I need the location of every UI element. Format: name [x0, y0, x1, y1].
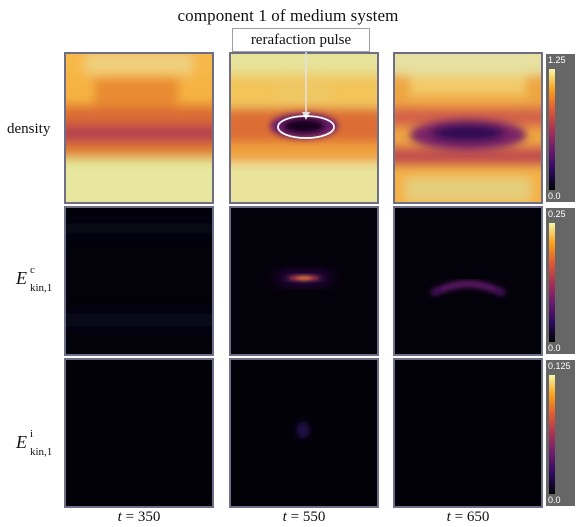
- column-label-t350: t = 350: [64, 508, 214, 526]
- colorbar-min: 0.0: [548, 343, 561, 353]
- colorbar-ekin-i: 0.125 0.0: [546, 360, 575, 506]
- equals-sign: =: [121, 509, 138, 525]
- panel-density-t650: [393, 52, 543, 204]
- panel-ekin-i-t650: [393, 358, 543, 508]
- colorbar-gradient: [549, 223, 555, 342]
- column-label-t550: t = 550: [229, 508, 379, 526]
- panel-ekin-c-t350: [64, 206, 214, 356]
- panel-ekin-i-t350: [64, 358, 214, 508]
- row-label-density: density: [7, 121, 51, 137]
- time-variable: t: [446, 509, 451, 525]
- row-label-ekin-i-base: E: [16, 432, 27, 452]
- equals-sign: =: [450, 509, 467, 525]
- row-label-ekin-i-sup: i: [30, 428, 34, 440]
- row-label-ekin-c-base: E: [16, 268, 27, 288]
- row-label-ekin-c-sub: kin,1: [30, 282, 53, 294]
- colorbar-min: 0.0: [548, 191, 561, 201]
- colorbar-max: 1.25: [548, 55, 566, 65]
- time-variable: t: [282, 509, 287, 525]
- time-value: 550: [302, 509, 326, 525]
- figure-title: component 1 of medium system: [177, 6, 399, 25]
- time-value: 350: [137, 509, 161, 525]
- row-label-ekin-c-sup: c: [30, 264, 35, 276]
- row-label-ekin-c: E c kin,1: [16, 264, 52, 294]
- time-value: 650: [466, 509, 490, 525]
- panel-ekin-c-t650: [393, 206, 543, 356]
- annotation-label: rerafaction pulse: [232, 28, 370, 52]
- colorbar-gradient: [549, 69, 555, 190]
- colorbar-max: 0.125: [548, 361, 571, 371]
- colorbar-gradient: [549, 375, 555, 494]
- panel-ekin-c-t550: [229, 206, 379, 356]
- colorbar-density: 1.25 0.0: [546, 54, 575, 202]
- panel-density-t550: [229, 52, 379, 204]
- row-label-ekin-i-sub: kin,1: [30, 446, 53, 458]
- colorbar-ekin-c: 0.25 0.0: [546, 208, 575, 354]
- panel-density-t350: [64, 52, 214, 204]
- colorbar-max: 0.25: [548, 209, 566, 219]
- time-variable: t: [117, 509, 122, 525]
- colorbar-min: 0.0: [548, 495, 561, 505]
- equals-sign: =: [286, 509, 303, 525]
- panel-ekin-i-t550: [229, 358, 379, 508]
- row-label-ekin-i: E i kin,1: [16, 428, 52, 458]
- column-label-t650: t = 650: [393, 508, 543, 526]
